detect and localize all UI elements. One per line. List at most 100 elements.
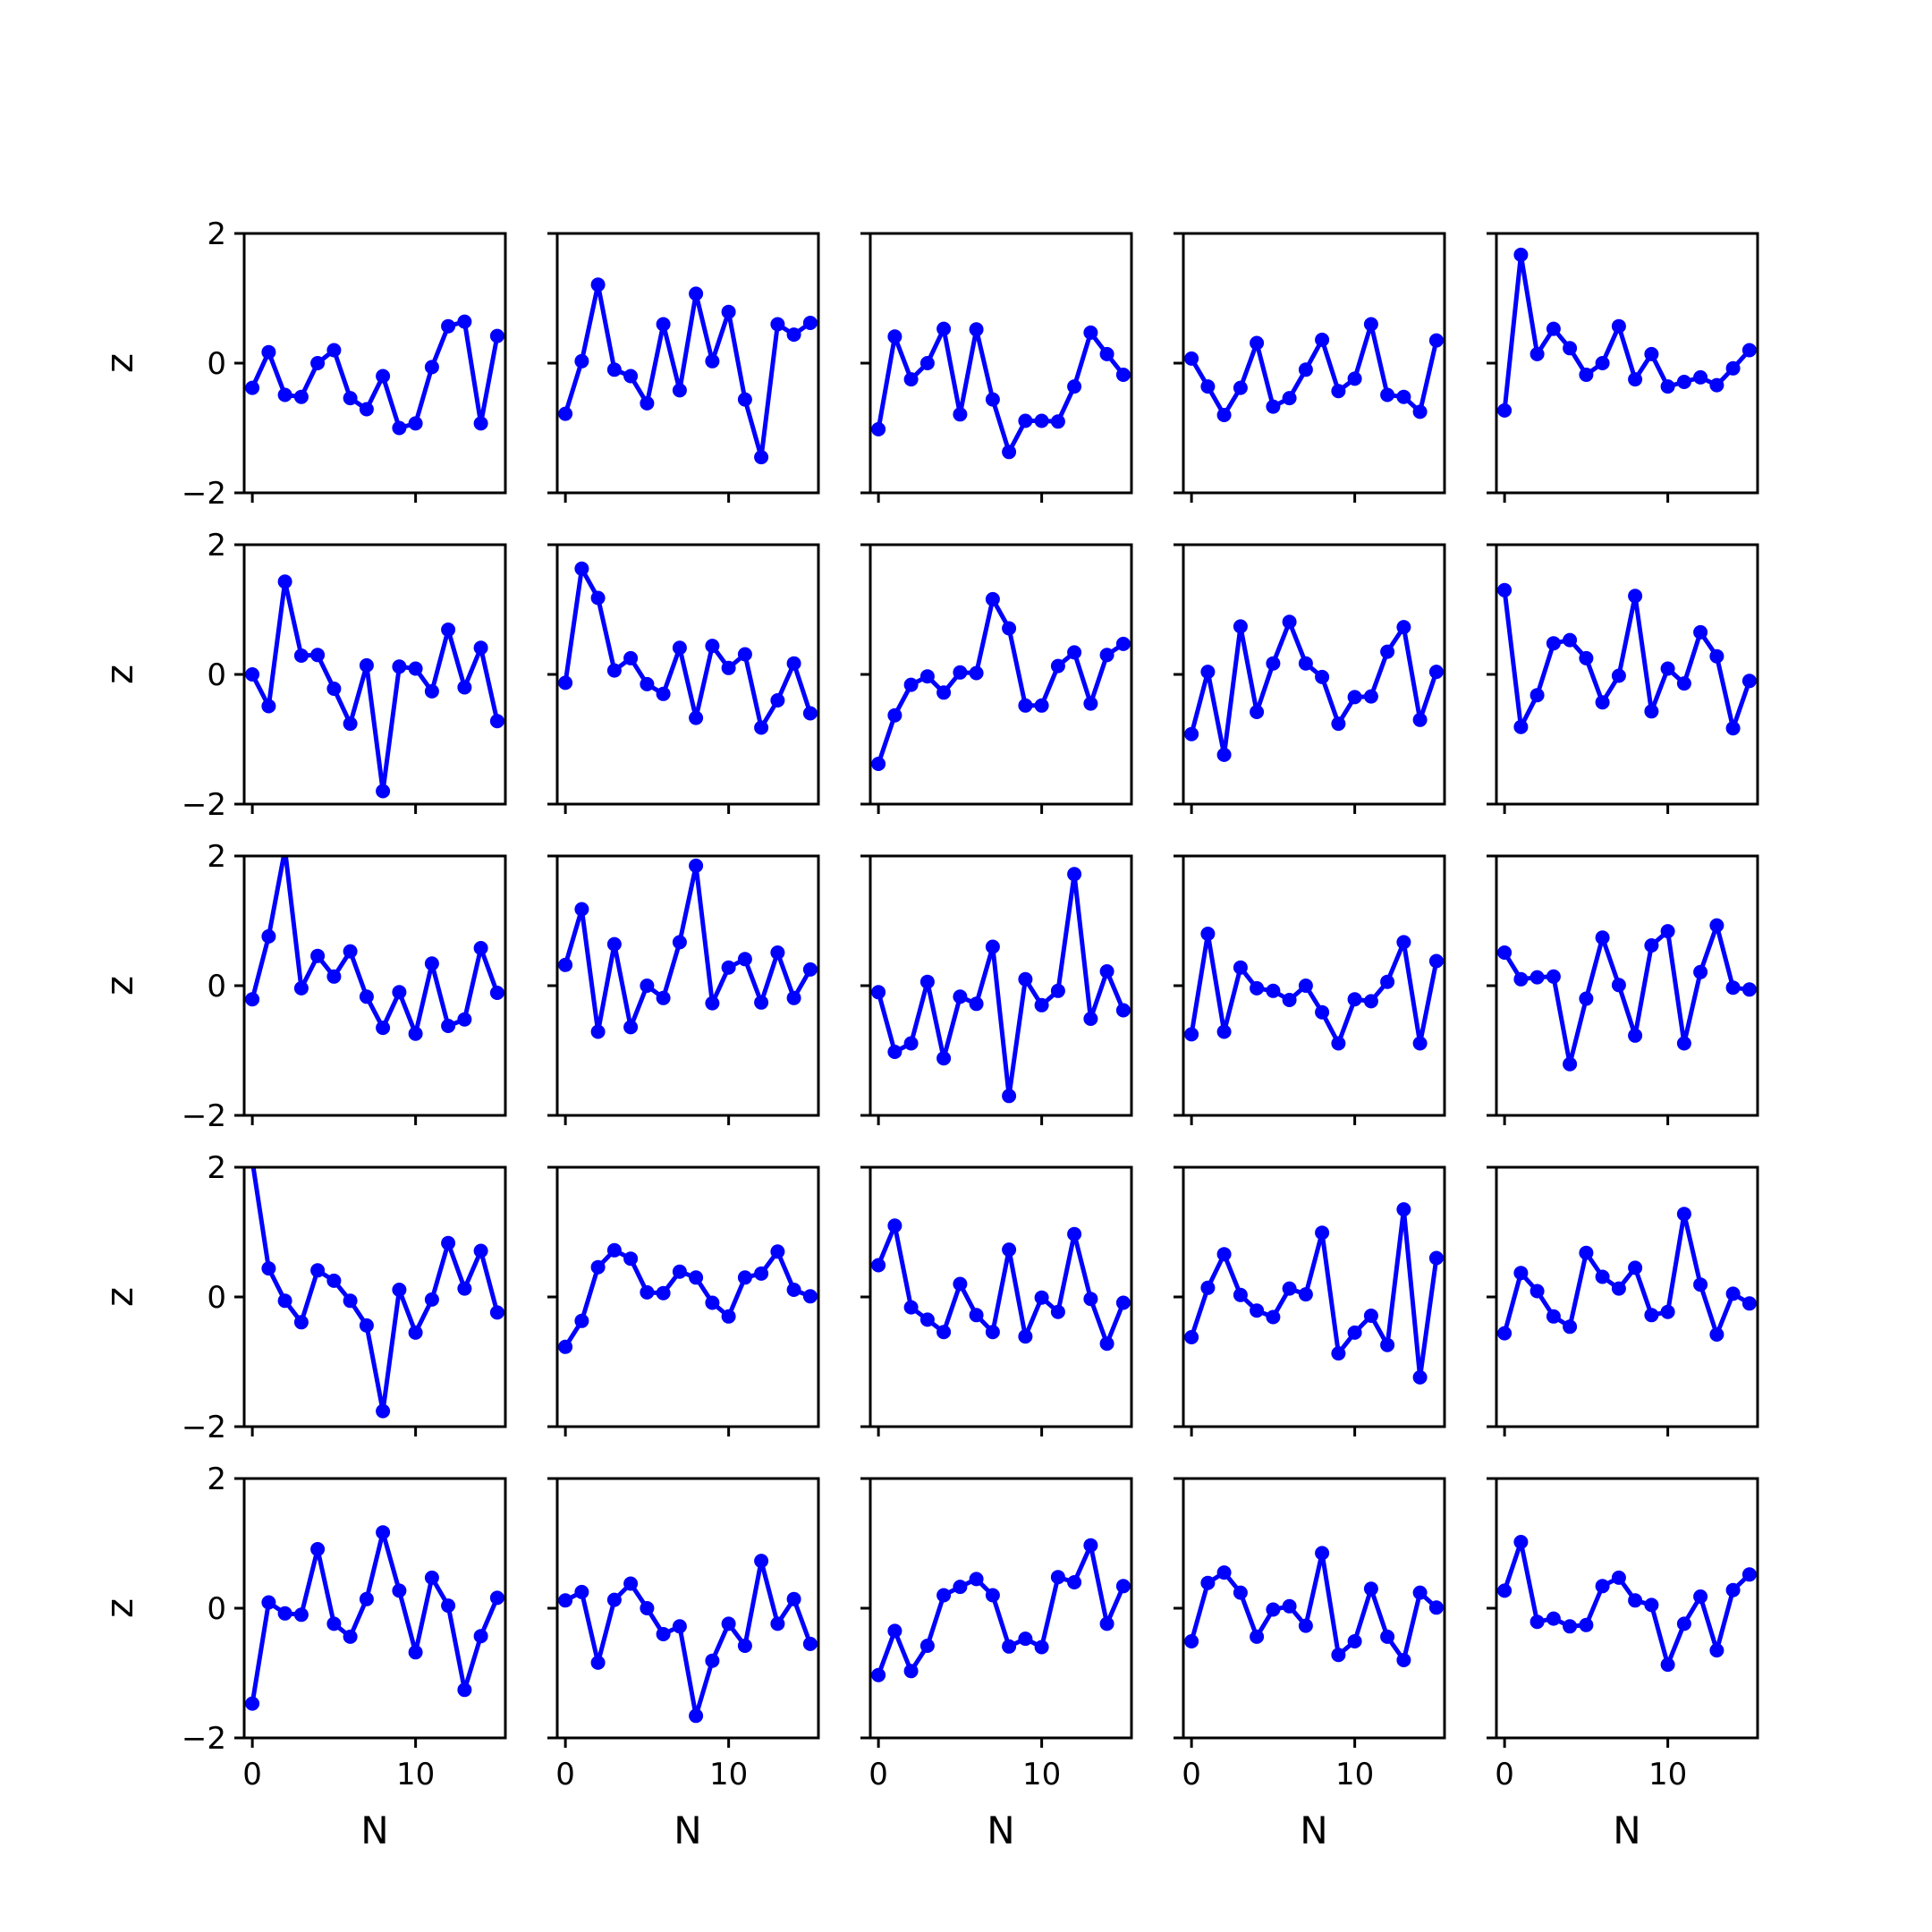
- data-point: [376, 1021, 391, 1036]
- data-point: [343, 1293, 358, 1309]
- data-point: [1363, 1309, 1378, 1323]
- data-point: [1115, 1579, 1131, 1594]
- data-point: [343, 716, 358, 732]
- data-point: [1184, 1027, 1199, 1042]
- series-line: [1502, 923, 1750, 1067]
- data-point: [1428, 665, 1444, 680]
- data-point: [1002, 1089, 1017, 1104]
- data-point: [326, 969, 342, 984]
- data-point: [1200, 1575, 1216, 1590]
- subplot-r0-c0: −2 0 2 z: [97, 216, 507, 512]
- x-tick-label: 0: [555, 1757, 575, 1792]
- data-point: [1363, 317, 1378, 332]
- data-point: [1050, 658, 1065, 674]
- data-point: [672, 935, 687, 950]
- plot-area: [1184, 1546, 1444, 1667]
- data-point: [1530, 1614, 1545, 1630]
- data-point: [936, 685, 952, 700]
- data-point: [376, 1403, 391, 1419]
- data-point: [1741, 343, 1757, 358]
- data-point: [1099, 346, 1114, 361]
- data-point: [1200, 379, 1216, 394]
- subplot-r3-c1: [547, 1165, 820, 1436]
- data-point: [786, 990, 801, 1005]
- data-point: [1563, 341, 1578, 356]
- data-point: [1595, 930, 1610, 945]
- data-point: [359, 402, 374, 417]
- data-point: [1250, 705, 1265, 719]
- data-point: [1579, 1245, 1594, 1260]
- data-point: [1315, 1004, 1330, 1020]
- data-point: [953, 989, 968, 1004]
- data-point: [689, 286, 704, 301]
- data-point: [969, 1308, 984, 1323]
- y-tick-label: 2: [207, 216, 226, 252]
- data-point: [1233, 619, 1248, 634]
- data-point: [623, 369, 639, 384]
- data-point: [310, 648, 326, 663]
- data-point: [871, 1258, 886, 1273]
- data-point: [1233, 380, 1248, 395]
- y-axis-label: z: [97, 353, 141, 373]
- data-point: [887, 329, 902, 344]
- data-point: [623, 1576, 639, 1591]
- data-point: [277, 1293, 292, 1309]
- data-point: [1331, 384, 1346, 399]
- data-point: [1693, 964, 1708, 979]
- data-point: [1266, 656, 1281, 671]
- data-point: [606, 1242, 622, 1258]
- data-point: [689, 1270, 704, 1285]
- data-point: [1282, 614, 1297, 630]
- data-point: [1546, 321, 1561, 336]
- data-point: [1380, 644, 1395, 659]
- data-point: [1428, 1600, 1444, 1615]
- data-point: [473, 640, 488, 656]
- data-point: [1644, 1597, 1659, 1613]
- data-point: [558, 1593, 573, 1608]
- data-point: [1115, 368, 1131, 382]
- data-point: [1611, 1281, 1626, 1296]
- data-point: [1396, 935, 1411, 950]
- data-point: [656, 317, 671, 332]
- y-tick-label: −2: [182, 1721, 226, 1757]
- data-point: [1611, 1570, 1626, 1585]
- data-point: [969, 665, 984, 681]
- data-point: [1644, 704, 1659, 719]
- subplot-r3-c2: [860, 1165, 1133, 1436]
- subplot-r0-c4: [1487, 232, 1759, 503]
- data-point: [705, 639, 720, 654]
- data-point: [606, 663, 622, 678]
- data-point: [1347, 992, 1362, 1007]
- plot-area: [1497, 1207, 1757, 1342]
- data-point: [689, 1708, 704, 1724]
- subplot-r4-c1: 0 10N: [547, 1477, 820, 1852]
- plot-area: [558, 277, 818, 465]
- series-line: [563, 566, 813, 730]
- data-point: [392, 985, 407, 1000]
- data-point: [574, 353, 589, 369]
- x-axis-label: N: [360, 1809, 388, 1852]
- data-point: [802, 706, 818, 721]
- data-point: [1497, 945, 1513, 960]
- data-point: [1412, 1036, 1428, 1051]
- data-point: [737, 392, 752, 407]
- subplot-r1-c3: [1174, 543, 1446, 814]
- data-point: [1628, 1593, 1643, 1608]
- data-point: [1233, 1585, 1248, 1600]
- y-tick-label: 2: [207, 528, 226, 564]
- series-line: [563, 863, 813, 1034]
- data-point: [1200, 1280, 1216, 1295]
- plot-area: [245, 1525, 504, 1711]
- data-point: [1396, 1202, 1411, 1217]
- data-point: [969, 322, 984, 337]
- data-point: [1034, 997, 1049, 1013]
- subplot-r3-c4: [1487, 1165, 1759, 1436]
- data-point: [1002, 621, 1017, 636]
- data-point: [656, 990, 671, 1005]
- data-point: [245, 992, 260, 1007]
- data-point: [1513, 1266, 1529, 1281]
- plot-area: [1184, 1202, 1444, 1385]
- data-point: [672, 1619, 687, 1634]
- data-point: [640, 676, 655, 691]
- data-point: [457, 314, 472, 329]
